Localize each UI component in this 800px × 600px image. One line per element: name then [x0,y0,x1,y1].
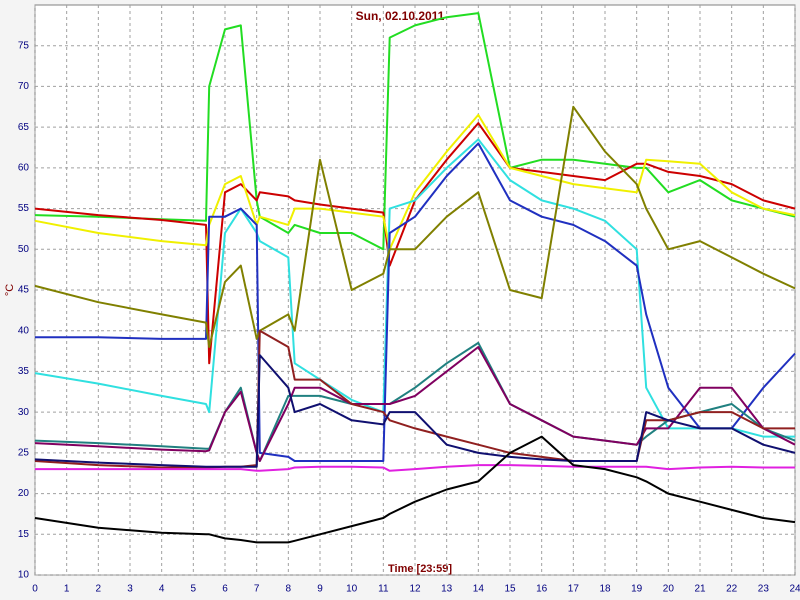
x-tick-label: 21 [694,584,706,595]
y-tick-label: 15 [18,529,30,540]
series-line [34,105,796,348]
x-tick-label: 2 [96,584,102,595]
x-tick-label: 8 [286,584,292,595]
x-tick-label: 20 [663,584,675,595]
series-line [34,354,796,468]
y-tick-label: 55 [18,203,30,214]
x-tick-label: 6 [222,584,228,595]
series-line [34,435,796,544]
y-tick-label: 35 [18,366,30,377]
x-tick-label: 13 [441,584,453,595]
y-tick-label: 25 [18,447,30,458]
x-tick-label: 9 [317,584,323,595]
series-line [34,12,796,251]
y-tick-label: 60 [18,162,30,173]
x-tick-label: 16 [536,584,548,595]
x-tick-label: 14 [473,584,485,595]
x-tick-label: 22 [726,584,738,595]
y-tick-label: 45 [18,285,30,296]
x-tick-label: 15 [504,584,516,595]
series-line [34,138,795,438]
x-tick-label: 4 [159,584,165,595]
x-tick-label: 24 [789,584,800,595]
x-tick-label: 0 [32,584,38,595]
series-line [35,142,796,462]
series-line [34,346,796,462]
x-tick-label: 3 [127,584,133,595]
y-tick-label: 10 [18,570,30,581]
x-tick-label: 11 [378,584,389,595]
x-tick-label: 17 [568,584,580,595]
x-tick-label: 19 [631,584,643,595]
y-tick-label: 50 [18,244,30,255]
x-tick-label: 10 [346,584,358,595]
y-tick-label: 30 [18,407,30,418]
series-line [35,464,795,472]
y-tick-label: 65 [18,122,30,133]
y-tick-label: 20 [18,488,30,499]
y-tick-label: 75 [18,40,30,51]
x-tick-label: 18 [599,584,611,595]
y-tick-label: 40 [18,325,30,336]
x-tick-label: 5 [191,584,197,595]
x-tick-label: 23 [758,584,770,595]
y-axis-label: °C [4,284,16,296]
x-tick-label: 12 [409,584,421,595]
x-tick-label: 1 [64,584,70,595]
x-tick-label: 7 [254,584,260,595]
chart-title: Sun, 02.10.2011 [356,9,445,23]
x-axis-label: Time [23:59] [388,563,452,575]
y-tick-label: 70 [18,81,30,92]
